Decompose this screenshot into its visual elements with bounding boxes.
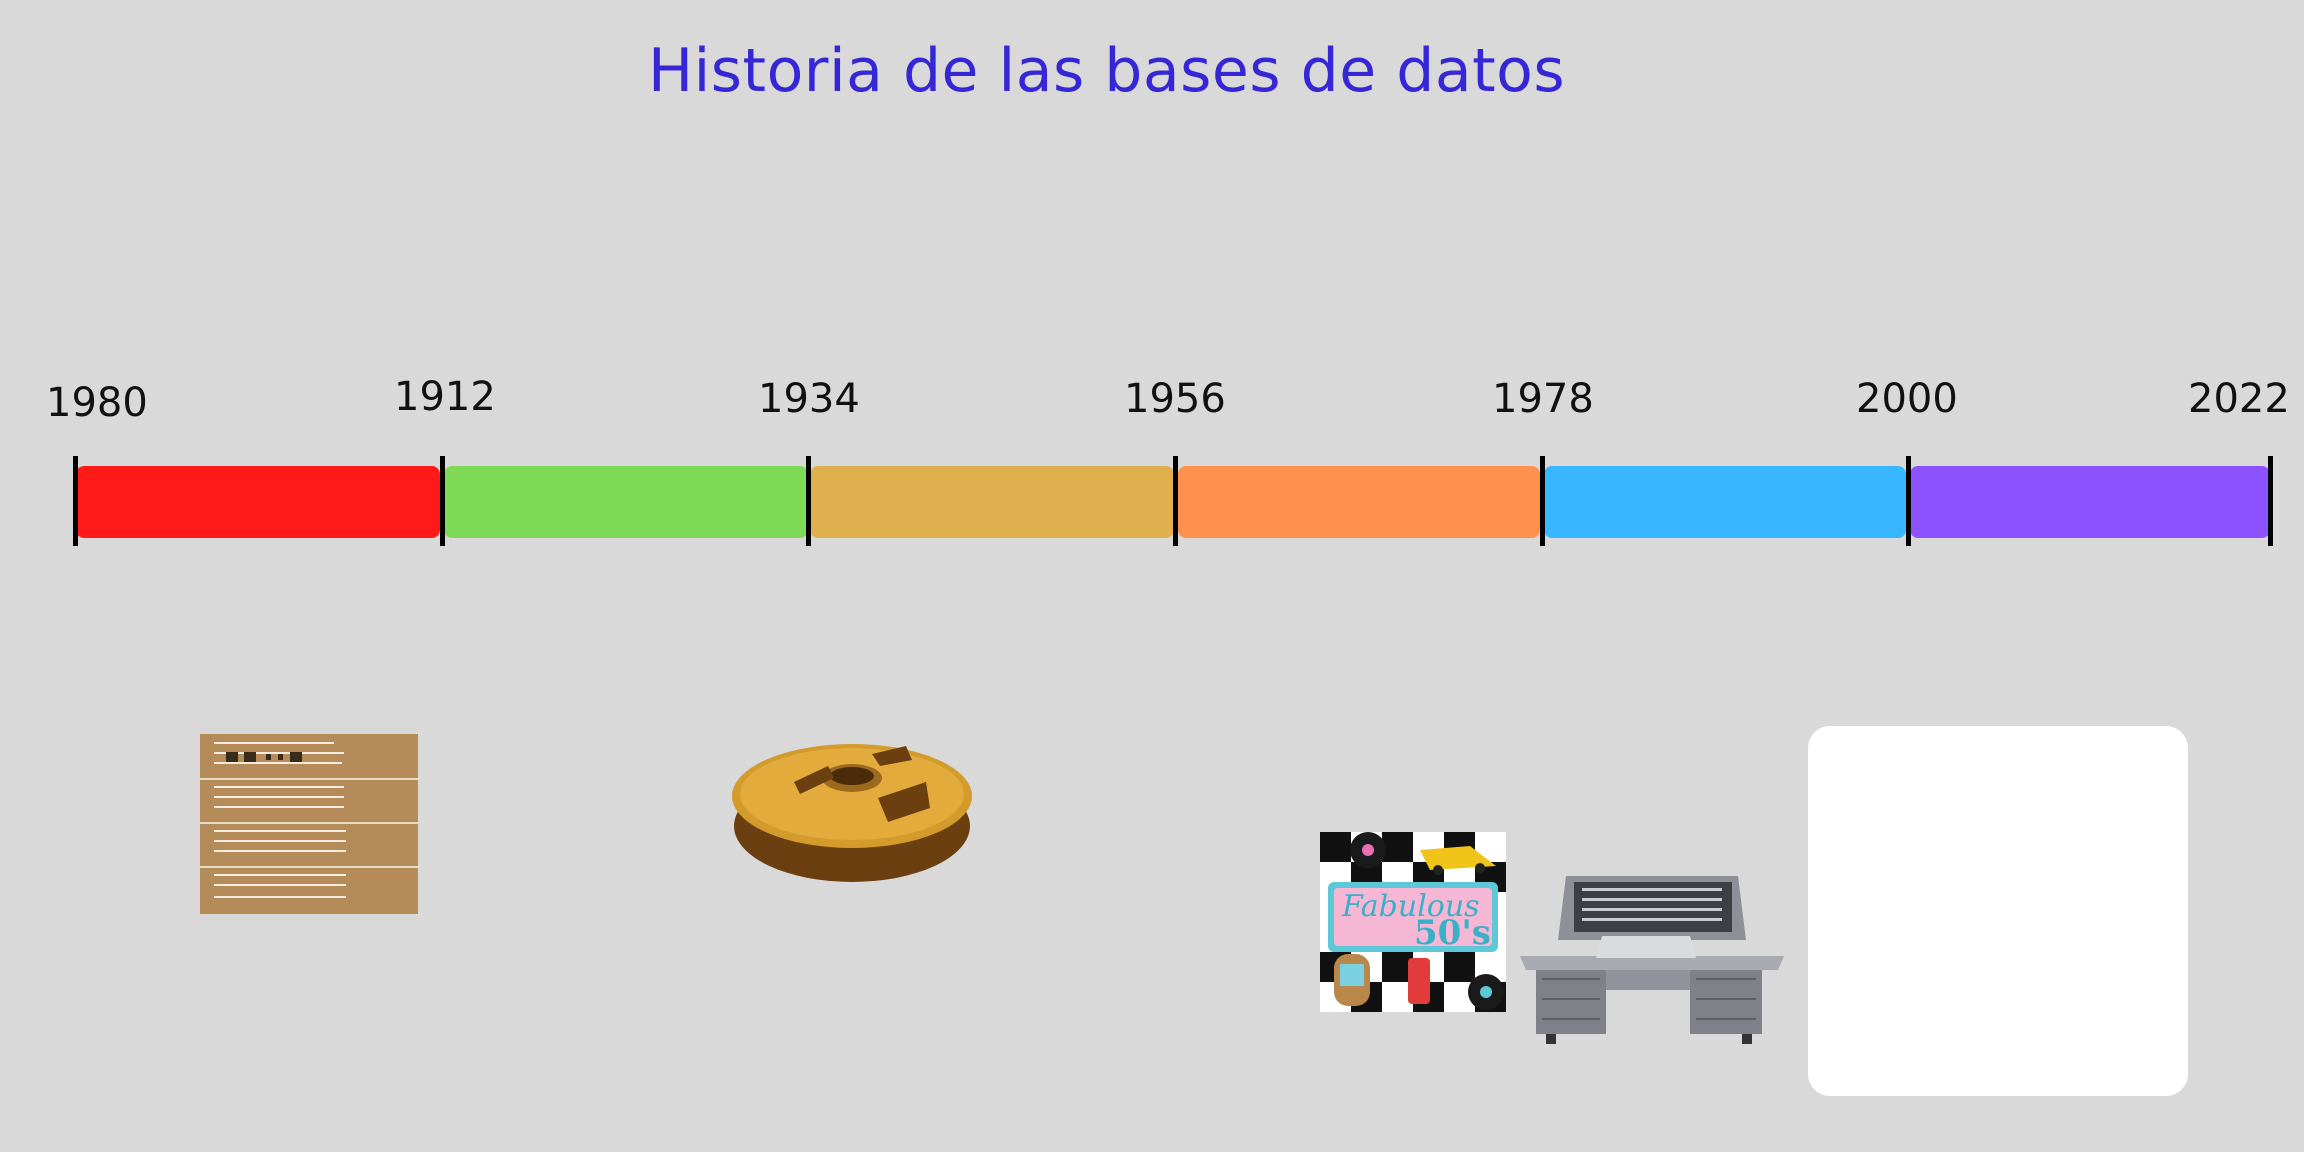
timeline-segment-3 (810, 466, 1174, 538)
poster-text-top: Fabulous (1341, 889, 1480, 924)
poster-text-big: 50's (1414, 913, 1491, 953)
page-title: Historia de las bases de datos (648, 36, 1566, 106)
timeline-tick (1906, 456, 1911, 546)
timeline-segment-6 (1910, 466, 2270, 538)
timeline-segment-2 (444, 466, 808, 538)
fabulous-50s-poster-icon: Fabulous 50's (1320, 832, 1506, 1012)
year-label-1934: 1934 (758, 376, 860, 422)
timeline-tick (73, 456, 78, 546)
year-label-1978: 1978 (1492, 376, 1594, 422)
image-placeholder-card (1808, 726, 2188, 1096)
year-label-1956: 1956 (1124, 376, 1226, 422)
timeline-tick (1173, 456, 1178, 546)
year-label-1980: 1980 (46, 380, 148, 426)
timeline-tick (440, 456, 445, 546)
timeline-tick (2268, 456, 2273, 546)
timeline-segment-5 (1544, 466, 1906, 538)
timeline-tick (1540, 456, 1545, 546)
year-label-2022: 2022 (2188, 376, 2290, 422)
mainframe-console-icon (1520, 876, 1784, 1044)
timeline-segment-1 (76, 466, 440, 538)
tape-reel-icon (732, 744, 972, 882)
year-label-1912: 1912 (394, 374, 496, 420)
year-label-2000: 2000 (1856, 376, 1958, 422)
timeline-segment-4 (1178, 466, 1540, 538)
punch-card-icon (200, 734, 418, 914)
timeline-tick (806, 456, 811, 546)
